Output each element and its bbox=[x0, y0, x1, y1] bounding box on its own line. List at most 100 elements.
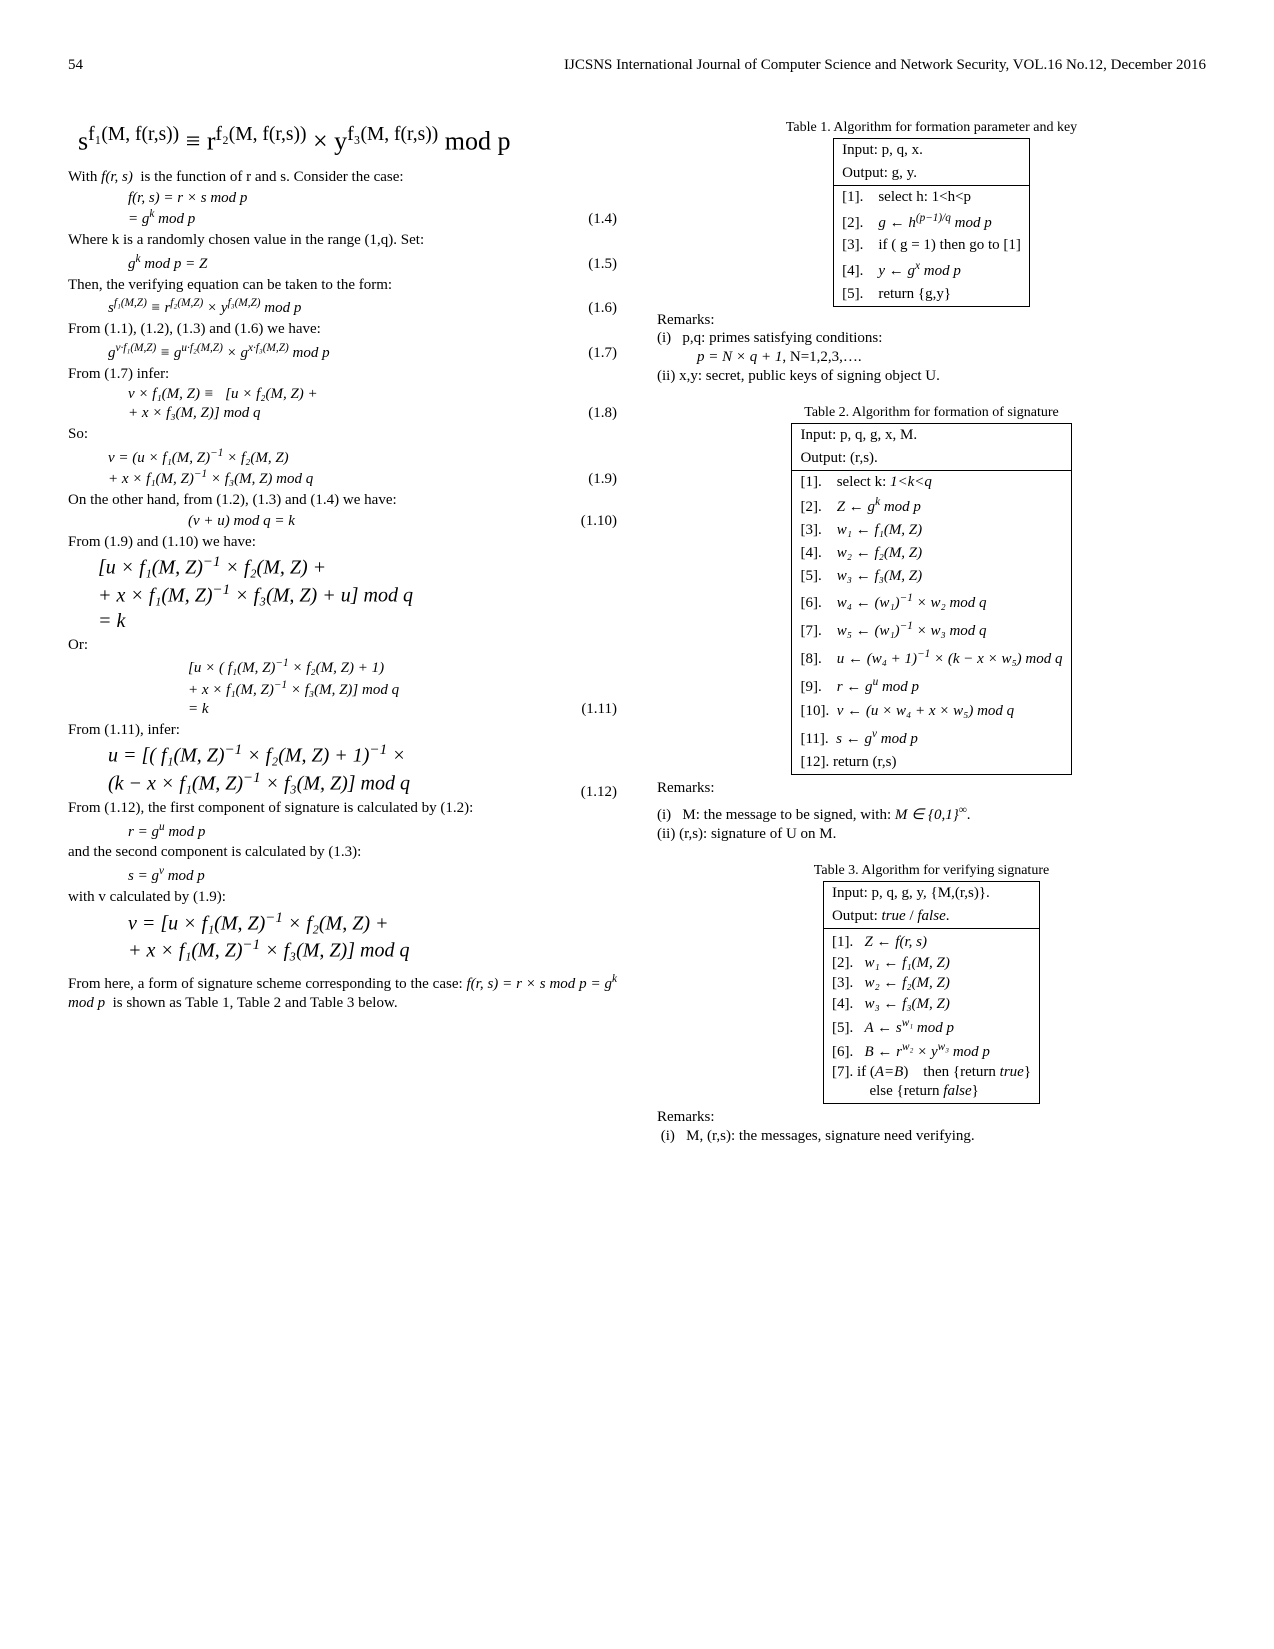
table1-output: Output: g, y. bbox=[834, 162, 1030, 185]
text-from-1-9-1-10: From (1.9) and (1.10) we have: bbox=[68, 533, 617, 552]
eqnum-1-12: (1.12) bbox=[573, 783, 617, 802]
eq-v-2: + x × f₁(M, Z)−1 × f₃(M, Z)] mod q bbox=[68, 936, 617, 964]
table3-input: Input: p, q, g, y, {M,(r,s)}. bbox=[823, 882, 1039, 905]
eq-1-6: sf₁(M,Z) ≡ rf₂(M,Z) × yf₃(M,Z) mod p bbox=[68, 296, 580, 318]
table2-step2: [2]. Z ← gk mod p bbox=[800, 495, 1062, 517]
eq-1-8-b: + x × f₃(M, Z)] mod q bbox=[68, 404, 580, 423]
eqnum-1-10: (1.10) bbox=[573, 512, 617, 531]
table2-step9: [9]. r ← gu mod p bbox=[800, 675, 1062, 697]
eq-1-9-b: + x × f₁(M, Z)−1 × f₃(M, Z) mod q bbox=[68, 467, 580, 489]
eq-v-1: v = [u × f₁(M, Z)−1 × f₂(M, Z) + bbox=[68, 909, 617, 937]
table1-step4: [4]. y ← gx mod p bbox=[842, 259, 1021, 281]
eqnum-1-5: (1.5) bbox=[580, 255, 617, 274]
table1-step3: [3]. if ( g = 1) then go to [1] bbox=[842, 236, 1021, 255]
text-or: Or: bbox=[68, 636, 617, 655]
table2-remark-i: (i) M: the message to be signed, with: M… bbox=[657, 803, 1206, 825]
eqnum-1-4: (1.4) bbox=[580, 210, 617, 229]
table2-caption: Table 2. Algorithm for formation of sign… bbox=[657, 404, 1206, 422]
eq-1-4-b: = gk mod p bbox=[68, 207, 580, 229]
table3-step5: [5]. A ← sw₁ mod p bbox=[832, 1016, 1031, 1038]
table2-step5: [5]. w₃ ← f₃(M, Z) bbox=[800, 567, 1062, 586]
text-so: So: bbox=[68, 425, 617, 444]
table2-step12: [12]. return (r,s) bbox=[800, 753, 1062, 772]
text-from-here: From here, a form of signature scheme co… bbox=[68, 972, 617, 1013]
table3-remark-i: (i) M, (r,s): the messages, signature ne… bbox=[657, 1127, 1206, 1146]
table2-remarks-label: Remarks: bbox=[657, 779, 1206, 798]
table3-remarks: Remarks: (i) M, (r,s): the messages, sig… bbox=[657, 1108, 1206, 1146]
table1-input: Input: p, q, x. bbox=[834, 139, 1030, 162]
text-on-other-hand: On the other hand, from (1.2), (1.3) and… bbox=[68, 491, 617, 510]
table2-body: [1]. select k: 1<k<q [2]. Z ← gk mod p [… bbox=[792, 470, 1071, 774]
eq-B-3: = k bbox=[68, 700, 573, 719]
text-from-1-7: From (1.7) infer: bbox=[68, 365, 617, 384]
table3-step2: [2]. w₁ ← f₁(M, Z) bbox=[832, 954, 1031, 973]
table3-output: Output: true / false. bbox=[823, 905, 1039, 928]
table2-step3: [3]. w₁ ← f₁(M, Z) bbox=[800, 521, 1062, 540]
table3-remarks-label: Remarks: bbox=[657, 1108, 1206, 1127]
table1-remark-i: (i) p,q: primes satisfying conditions: bbox=[657, 329, 1206, 348]
table3-step8: else {return false} bbox=[832, 1082, 1031, 1101]
eqnum-1-7: (1.7) bbox=[580, 344, 617, 363]
journal-title: IJCSNS International Journal of Computer… bbox=[564, 56, 1206, 75]
text-where-k: Where k is a randomly chosen value in th… bbox=[68, 231, 617, 250]
table1-remark-i-eq: p = N × q + 1, N=1,2,3,…. bbox=[657, 348, 1206, 367]
table3-step6: [6]. B ← rw₂ × yw₃ mod p bbox=[832, 1040, 1031, 1062]
table2-output: Output: (r,s). bbox=[792, 447, 1071, 470]
eqnum-1-9: (1.9) bbox=[580, 470, 617, 489]
table3: Input: p, q, g, y, {M,(r,s)}. Output: tr… bbox=[823, 881, 1040, 1104]
table3-caption: Table 3. Algorithm for verifying signatu… bbox=[657, 862, 1206, 880]
eq-1-7: gv·f₁(M,Z) ≡ gu·f₂(M,Z) × gx·f₃(M,Z) mod… bbox=[68, 341, 580, 363]
eq-s: s = gv mod p bbox=[68, 864, 617, 886]
text-from-1-12: From (1.12), the first component of sign… bbox=[68, 799, 617, 818]
table3-step3: [3]. w₂ ← f₂(M, Z) bbox=[832, 974, 1031, 993]
text-with-v: with v calculated by (1.9): bbox=[68, 888, 617, 907]
eq-1-4-a: f(r, s) = r × s mod p bbox=[68, 189, 617, 208]
table3-body: [1]. Z ← f(r, s) [2]. w₁ ← f₁(M, Z) [3].… bbox=[823, 928, 1039, 1103]
left-column: sf₁(M, f(r,s)) ≡ rf₂(M, f(r,s)) × yf₃(M,… bbox=[68, 115, 617, 1146]
table1: Input: p, q, x. Output: g, y. [1]. selec… bbox=[833, 138, 1030, 306]
table2-step11: [11]. s ← gv mod p bbox=[800, 727, 1062, 749]
eq-r: r = gu mod p bbox=[68, 820, 617, 842]
page-number: 54 bbox=[68, 56, 83, 75]
eq-1-12-b: (k − x × f₁(M, Z)−1 × f₃(M, Z)] mod q bbox=[68, 769, 573, 797]
eqnum-1-6: (1.6) bbox=[580, 299, 617, 318]
table1-remarks-label: Remarks: bbox=[657, 311, 1206, 330]
table2-step1: [1]. select k: 1<k<q bbox=[800, 473, 1062, 492]
eq-B-1: [u × ( f₁(M, Z)−1 × f₂(M, Z) + 1) bbox=[68, 656, 617, 678]
eqnum-1-11: (1.11) bbox=[573, 700, 617, 719]
table3-step1: [1]. Z ← f(r, s) bbox=[832, 933, 1031, 952]
eqnum-1-8: (1.8) bbox=[580, 404, 617, 423]
table1-step2: [2]. g ← h(p−1)/q mod p bbox=[842, 211, 1021, 233]
table2-remarks: Remarks: (i) M: the message to be signed… bbox=[657, 779, 1206, 844]
table2-input: Input: p, q, g, x, M. bbox=[792, 424, 1071, 447]
table2-step10: [10]. v ← (u × w₄ + x × w₅) mod q bbox=[800, 702, 1062, 721]
table2-step6: [6]. w₄ ← (w₁)−1 × w₂ mod q bbox=[800, 591, 1062, 613]
text-from-1-1-6: From (1.1), (1.2), (1.3) and (1.6) we ha… bbox=[68, 320, 617, 339]
eq-1-12-a: u = [( f₁(M, Z)−1 × f₂(M, Z) + 1)−1 × bbox=[68, 741, 617, 769]
table1-remarks: Remarks: (i) p,q: primes satisfying cond… bbox=[657, 311, 1206, 386]
eq-1-8-a: v × f₁(M, Z) ≡ [u × f₂(M, Z) + bbox=[68, 385, 617, 404]
eq-main-congruence: sf₁(M, f(r,s)) ≡ rf₂(M, f(r,s)) × yf₃(M,… bbox=[78, 123, 617, 158]
text-from-1-11: From (1.11), infer: bbox=[68, 721, 617, 740]
table1-step5: [5]. return {g,y} bbox=[842, 285, 1021, 304]
text-second-component: and the second component is calculated b… bbox=[68, 843, 617, 862]
table1-remark-ii: (ii) x,y: secret, public keys of signing… bbox=[657, 367, 1206, 386]
table2-step8: [8]. u ← (w₄ + 1)−1 × (k − x × w₅) mod q bbox=[800, 647, 1062, 669]
right-column: Table 1. Algorithm for formation paramet… bbox=[657, 115, 1206, 1146]
table1-step1: [1]. select h: 1<h<p bbox=[842, 188, 1021, 207]
table2-step4: [4]. w₂ ← f₂(M, Z) bbox=[800, 544, 1062, 563]
eq-A-3: = k bbox=[68, 609, 617, 634]
table2: Input: p, q, g, x, M. Output: (r,s). [1]… bbox=[791, 423, 1071, 775]
eq-1-10: (v + u) mod q = k bbox=[68, 512, 573, 531]
text-then-verify: Then, the verifying equation can be take… bbox=[68, 276, 617, 295]
eq-B-2: + x × f₁(M, Z)−1 × f₃(M, Z)] mod q bbox=[68, 678, 617, 700]
eq-1-9-a: v = (u × f₁(M, Z)−1 × f₂(M, Z) bbox=[68, 446, 617, 468]
table2-step7: [7]. w₅ ← (w₁)−1 × w₃ mod q bbox=[800, 619, 1062, 641]
text-with-function: With f(r, s) is the function of r and s.… bbox=[68, 168, 617, 187]
table3-step7: [7]. if (A=B) then {return true} bbox=[832, 1063, 1031, 1082]
page-header: 54 IJCSNS International Journal of Compu… bbox=[68, 56, 1206, 75]
eq-A-2: + x × f₁(M, Z)−1 × f₃(M, Z) + u] mod q bbox=[68, 581, 617, 609]
eq-1-5: gk mod p = Z bbox=[68, 252, 580, 274]
table3-step4: [4]. w₃ ← f₃(M, Z) bbox=[832, 995, 1031, 1014]
content-columns: sf₁(M, f(r,s)) ≡ rf₂(M, f(r,s)) × yf₃(M,… bbox=[68, 115, 1206, 1146]
